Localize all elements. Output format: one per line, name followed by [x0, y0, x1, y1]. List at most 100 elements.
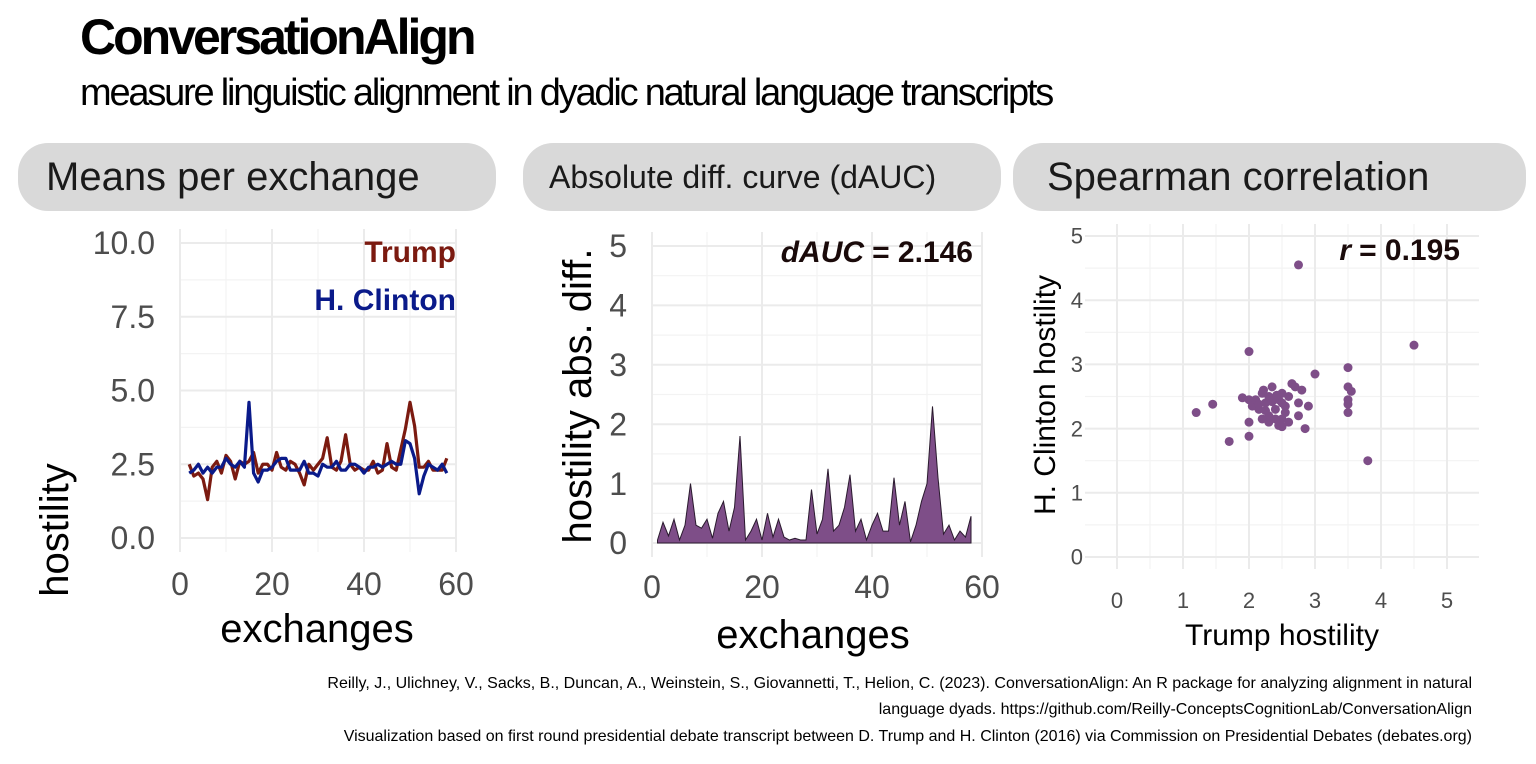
dauc-value: = 2.146	[872, 236, 973, 269]
scatter-point	[1261, 406, 1270, 416]
x-tick-label: 1	[1177, 588, 1189, 613]
y-tick-label: 3	[1071, 352, 1083, 377]
scatter-point	[1244, 431, 1254, 441]
scatter-point	[1280, 401, 1290, 411]
dauc-annotation: dAUC = 2.146	[781, 236, 973, 269]
scatter-point	[1254, 399, 1264, 409]
scatter-point	[1409, 340, 1419, 350]
scatter-point	[1270, 414, 1280, 424]
y-tick-label: 7.5	[111, 299, 155, 335]
x-tick-label: 2	[1243, 588, 1255, 613]
page-title: ConversationAlign	[80, 9, 476, 65]
y-axis-label: hostility abs. diff.	[556, 249, 600, 544]
tick-labels: 0 20 40 60 0.0 2.5 5.0 7.5 10.0	[93, 225, 474, 602]
y-tick-label: 0	[609, 525, 627, 561]
scatter-point	[1294, 398, 1303, 408]
scatter-point	[1300, 424, 1310, 434]
scatter-point	[1310, 369, 1320, 379]
scatter-point	[1343, 399, 1353, 409]
series-lines	[187, 400, 449, 502]
caption-line: language dyads. https://github.com/Reill…	[878, 701, 1472, 718]
x-tick-label: 0	[171, 566, 189, 602]
x-tick-label: 60	[438, 566, 474, 602]
y-tick-label: 5	[609, 228, 627, 264]
scatter-points	[1191, 260, 1419, 466]
scatter-point	[1270, 404, 1280, 414]
x-tick-label: 20	[744, 569, 780, 605]
x-tick-label: 4	[1375, 588, 1387, 613]
r-label: r	[1339, 234, 1353, 267]
scatter-point	[1267, 382, 1277, 392]
y-tick-label: 3	[609, 347, 627, 383]
y-tick-label: 2.5	[111, 446, 155, 482]
scatter-point	[1343, 408, 1353, 418]
series-line	[187, 400, 449, 502]
legend-clinton: H. Clinton	[314, 284, 456, 317]
area-series	[657, 406, 972, 544]
caption-line: Reilly, J., Ulichney, V., Sacks, B., Dun…	[327, 675, 1472, 692]
x-axis-label: Trump hostility	[1185, 619, 1379, 652]
x-tick-label: 0	[643, 569, 661, 605]
scatter-point	[1343, 363, 1353, 373]
scatter-point	[1294, 411, 1303, 421]
area-fill	[657, 406, 972, 544]
scatter-point	[1277, 422, 1287, 432]
scatter-point	[1363, 456, 1373, 466]
x-tick-label: 40	[346, 566, 382, 602]
y-tick-label: 5.0	[111, 373, 155, 409]
panel-strip	[523, 143, 1001, 211]
x-tick-label: 3	[1309, 588, 1321, 613]
x-tick-label: 60	[964, 569, 1000, 605]
scatter-point	[1272, 390, 1282, 400]
y-tick-label: 2	[1071, 416, 1083, 441]
x-axis-label: exchanges	[220, 607, 413, 651]
spearman-correlation-chart: Spearman correlation 0 1 2 3 4 5 0 1 2 3 4 5 Trump …	[1013, 143, 1526, 652]
grid	[1085, 224, 1479, 569]
scatter-point	[1244, 347, 1254, 357]
panel-title: Spearman correlation	[1047, 155, 1429, 199]
y-tick-label: 10.0	[93, 225, 155, 261]
legend-trump: Trump	[364, 236, 456, 269]
x-tick-label: 40	[854, 569, 890, 605]
scatter-point	[1224, 436, 1234, 446]
scatter-point	[1297, 385, 1307, 395]
y-tick-label: 0	[1071, 545, 1083, 570]
r-value: = 0.195	[1359, 234, 1460, 267]
y-tick-label: 1	[609, 466, 627, 502]
scatter-point	[1303, 401, 1313, 411]
grid	[651, 232, 983, 557]
r-annotation: r = 0.195	[1339, 234, 1460, 267]
x-tick-label: 5	[1441, 588, 1453, 613]
x-tick-label: 0	[1111, 588, 1123, 613]
dauc-label: dAUC	[781, 236, 866, 269]
y-tick-label: 1	[1071, 481, 1083, 506]
y-tick-label: 2	[609, 406, 627, 442]
tick-labels: 0 1 2 3 4 5 0 1 2 3 4 5	[1071, 224, 1453, 613]
scatter-point	[1277, 414, 1287, 424]
grid	[179, 229, 457, 552]
x-tick-label: 20	[254, 566, 290, 602]
scatter-point	[1259, 385, 1269, 395]
y-tick-label: 0.0	[111, 520, 155, 556]
panel-strip	[1013, 143, 1526, 211]
scatter-point	[1294, 260, 1303, 270]
series-line	[188, 400, 449, 496]
x-axis-label: exchanges	[716, 613, 909, 657]
tick-labels: 0 20 40 60 0 1 2 3 4 5	[609, 228, 1000, 605]
y-tick-label: 4	[1071, 288, 1083, 313]
panel-title: Absolute diff. curve (dAUC)	[549, 159, 936, 195]
panel-strip	[18, 143, 496, 211]
y-tick-label: 4	[609, 288, 627, 324]
caption-line: Visualization based on first round presi…	[343, 728, 1472, 745]
scatter-point	[1267, 397, 1277, 407]
y-tick-label: 5	[1071, 224, 1083, 249]
scatter-point	[1208, 399, 1218, 409]
means-per-exchange-chart: Means per exchange 0 20 40 60 0.0 2.5 5.0 7.5 10…	[18, 143, 496, 651]
absolute-diff-chart: Absolute diff. curve (dAUC) 0 20 40 60 0 1 2 3 4…	[523, 143, 1001, 657]
panel-title: Means per exchange	[46, 155, 420, 199]
scatter-point	[1244, 417, 1254, 427]
scatter-point	[1346, 386, 1356, 396]
y-axis-label: hostility	[33, 463, 77, 596]
page-subtitle: measure linguistic alignment in dyadic n…	[80, 72, 1054, 114]
scatter-point	[1191, 408, 1201, 418]
